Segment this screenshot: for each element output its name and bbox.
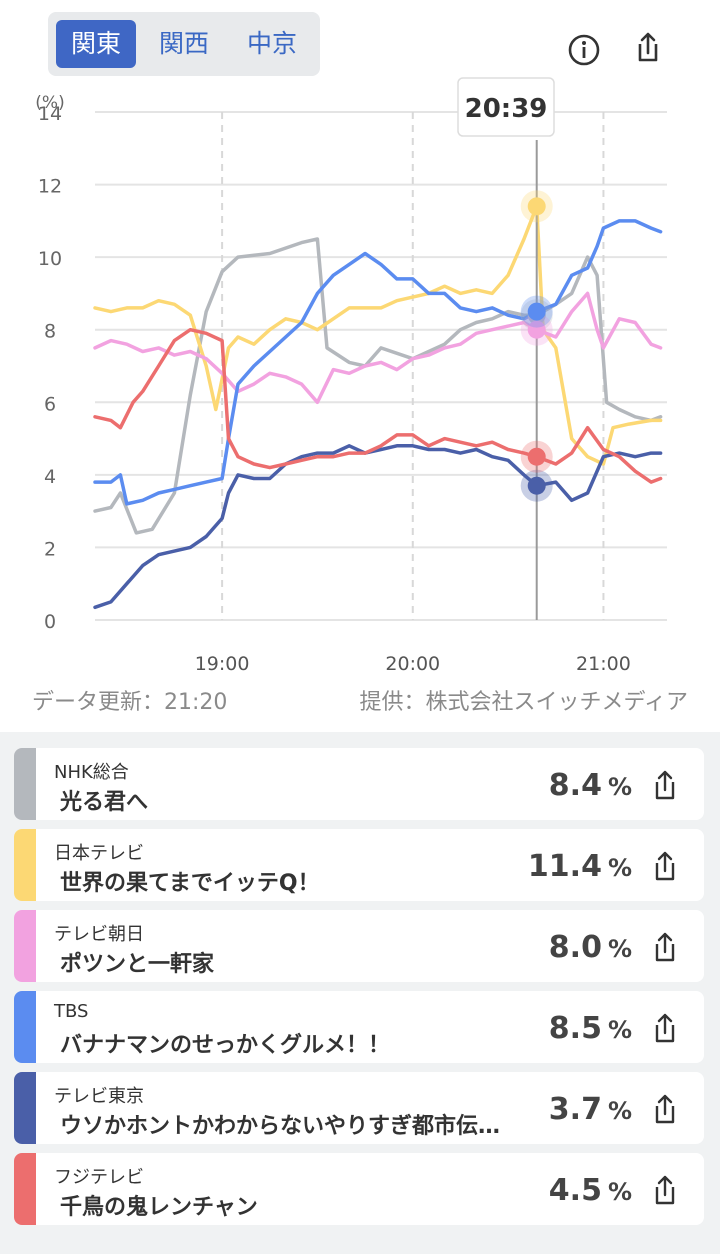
chart-cursor: 20:39 xyxy=(457,77,555,620)
program-title: ポツンと一軒家 xyxy=(60,952,215,977)
cursor-dot-tbs xyxy=(527,302,546,321)
series-line-fuji xyxy=(93,327,663,484)
program-title: バナナマンのせっかくグルメ！！ xyxy=(60,1033,391,1058)
channel-color-stripe xyxy=(14,748,36,820)
program-title: 世界の果てまでイッテQ！ xyxy=(60,871,320,896)
rating-value: 11.4% xyxy=(527,849,632,884)
region-tab-kansai[interactable]: 関西 xyxy=(158,29,209,58)
rating-value: 3.7% xyxy=(548,1092,632,1127)
channel-name: テレビ東京 xyxy=(54,1086,144,1107)
share-icon[interactable] xyxy=(648,768,682,802)
y-unit-label: (%) xyxy=(35,93,64,113)
cursor-dot-fuji xyxy=(527,447,546,466)
rating-value: 8.5% xyxy=(548,1011,632,1046)
y-tick-label: 14 xyxy=(38,103,62,125)
x-tick-label: 20:00 xyxy=(385,653,440,675)
cursor-tooltip: 20:39 xyxy=(457,77,555,137)
channel-name: テレビ朝日 xyxy=(54,924,144,945)
program-title: 光る君へ xyxy=(60,790,149,815)
channel-color-stripe xyxy=(14,829,36,901)
channel-name: TBS xyxy=(54,1001,89,1022)
channel-name: 日本テレビ xyxy=(54,843,144,864)
y-tick-label: 6 xyxy=(44,393,56,415)
series-line-tbs xyxy=(93,219,663,506)
channel-card-ntv[interactable]: 日本テレビ 世界の果てまでイッテQ！ 11.4% xyxy=(14,829,704,901)
rating-chart[interactable]: 20:39 0 2 4 6 8 10 12 14(%) 19:00 20:00 21:00 xyxy=(0,0,720,690)
program-title: 千鳥の鬼レンチャン xyxy=(60,1195,258,1220)
channel-card-nhk[interactable]: NHK総合 光る君へ 8.4% xyxy=(14,748,704,820)
channel-card-tbs[interactable]: TBS バナナマンのせっかくグルメ！！ 8.5% xyxy=(14,991,704,1063)
cursor-tooltip-box xyxy=(457,77,555,137)
chart-panel: 関東 関西 中京 20:39 0 2 4 6 8 10 12 14 (%) 19:00 20:00 2… xyxy=(0,0,720,732)
share-icon[interactable] xyxy=(648,930,682,964)
region-tab-chukyo[interactable]: 中京 xyxy=(246,29,297,58)
info-icon[interactable] xyxy=(562,28,606,72)
channel-color-stripe xyxy=(14,910,36,982)
channel-name: NHK総合 xyxy=(54,762,129,783)
y-tick-label: 10 xyxy=(38,248,62,270)
rating-value: 4.5% xyxy=(548,1173,632,1208)
y-tick-label: 0 xyxy=(44,611,56,633)
share-icon[interactable] xyxy=(648,1011,682,1045)
share-icon[interactable] xyxy=(648,849,682,883)
cursor-dot-ntv xyxy=(527,197,546,216)
channel-card-tvasahi[interactable]: テレビ朝日 ポツンと一軒家 8.0% xyxy=(14,910,704,982)
cursor-dot-tvasahi xyxy=(527,320,546,339)
data-updated-label: データ更新：21:20 xyxy=(32,690,228,715)
program-title: ウソかホントかわからないやりすぎ都市伝… xyxy=(60,1114,501,1139)
channel-color-stripe xyxy=(14,1072,36,1144)
channel-card-fuji[interactable]: フジテレビ 千鳥の鬼レンチャン 4.5% xyxy=(14,1153,704,1225)
cursor-time-label: 20:39 xyxy=(465,94,548,124)
share-icon[interactable] xyxy=(648,1092,682,1126)
y-tick-label: 4 xyxy=(44,466,56,488)
y-tick-label: 2 xyxy=(44,538,56,560)
share-icon[interactable] xyxy=(648,1173,682,1207)
rating-value: 8.0% xyxy=(548,930,632,965)
channel-color-stripe xyxy=(14,991,36,1063)
chart-lines xyxy=(93,204,663,610)
chart-axes: 0 2 4 6 8 10 12 14(%) 19:00 20:00 21:00 xyxy=(35,93,631,675)
channel-card-tvtokyo[interactable]: テレビ東京 ウソかホントかわからないやりすぎ都市伝… 3.7% xyxy=(14,1072,704,1144)
provider-label: 提供：株式会社スイッチメディア xyxy=(359,690,688,715)
x-tick-label: 21:00 xyxy=(576,653,631,675)
x-tick-label: 19:00 xyxy=(195,653,250,675)
channel-color-stripe xyxy=(14,1153,36,1225)
rating-value: 8.4% xyxy=(548,768,632,803)
chart-grid xyxy=(95,111,667,621)
series-line-tvasahi xyxy=(93,291,663,405)
share-icon[interactable] xyxy=(626,26,670,70)
y-tick-label: 8 xyxy=(44,321,56,343)
region-tab-kanto[interactable]: 関東 xyxy=(56,20,136,68)
y-tick-label: 12 xyxy=(38,176,62,198)
region-selector: 関東 関西 中京 xyxy=(48,12,320,76)
channel-name: フジテレビ xyxy=(54,1167,144,1188)
cursor-dot-tvtokyo xyxy=(527,476,546,495)
